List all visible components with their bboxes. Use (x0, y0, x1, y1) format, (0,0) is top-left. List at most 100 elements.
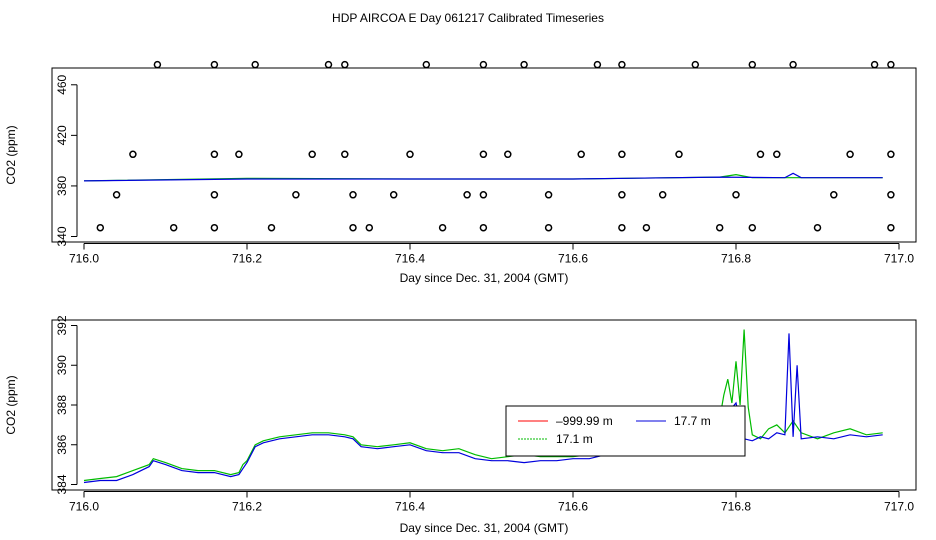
top-data-point (389, 191, 398, 199)
top-data-point (349, 191, 357, 199)
top-data-point (593, 60, 602, 69)
top-x-tick-label: 716.8 (721, 252, 751, 266)
top-data-point (577, 150, 585, 159)
top-data-point (96, 223, 105, 232)
bottom-x-tick-label: 717.0 (884, 500, 914, 514)
top-data-point (748, 60, 757, 69)
top-data-point (642, 223, 651, 232)
bottom-x-tick-label: 716.8 (721, 500, 751, 514)
top-data-point (544, 223, 553, 232)
bottom-x-tick-label: 716.2 (232, 500, 262, 514)
top-y-axis-label: CO2 (ppm) (4, 125, 18, 184)
bottom-x-tick-label: 716.6 (558, 500, 588, 514)
top-data-point (235, 150, 243, 159)
top-data-point (292, 191, 300, 199)
top-data-point (618, 150, 626, 159)
bottom-x-axis-label: Day since Dec. 31, 2004 (GMT) (400, 521, 569, 535)
top-data-point (887, 60, 895, 69)
top-data-point (210, 150, 219, 159)
top-data-point (479, 191, 488, 199)
top-data-point (870, 60, 879, 69)
top-data-point (210, 191, 219, 199)
top-data-point (210, 223, 219, 232)
top-y-tick-label: 380 (55, 176, 69, 196)
top-marks (83, 60, 895, 232)
bottom-series-line (83, 329, 883, 482)
top-data-point (422, 60, 431, 69)
top-data-point (308, 150, 316, 159)
bottom-y-tick-label: 388 (55, 395, 69, 415)
top-data-point (773, 150, 781, 159)
top-data-point (251, 60, 259, 69)
top-data-point (438, 223, 447, 232)
top-x-tick-label: 717.0 (884, 252, 914, 266)
top-data-point (830, 191, 838, 199)
top-data-point (732, 191, 740, 199)
top-x-tick-label: 716.6 (558, 252, 588, 266)
bottom-x-tick-label: 716.4 (395, 500, 425, 514)
top-data-point (169, 223, 178, 232)
top-data-point (349, 223, 357, 232)
bottom-y-tick-label: 386 (55, 434, 69, 454)
top-data-point (618, 223, 626, 232)
top-data-point (715, 223, 724, 232)
top-data-point (406, 150, 414, 159)
bottom-series-line (83, 333, 883, 484)
top-series-line (83, 172, 883, 182)
top-data-point (887, 150, 895, 159)
bottom-axes: 716.0 716.2 716.4 716.6 716.8 717.0 384 386 388 3… (55, 315, 914, 513)
top-data-point (341, 150, 349, 159)
top-y-tick-label: 420 (55, 125, 69, 145)
page-title: HDP AIRCOA E Day 061217 Calibrated Times… (332, 11, 604, 25)
top-data-point (129, 150, 137, 159)
top-data-point (479, 150, 488, 159)
top-data-point (365, 223, 374, 232)
top-data-point (479, 60, 488, 69)
bottom-y-tick-label: 390 (55, 355, 69, 375)
top-data-point (520, 60, 528, 69)
top-axes: 716.0 716.2 716.4 716.6 716.8 717.0 340 380 420 4… (55, 74, 914, 265)
top-data-point (813, 223, 822, 232)
top-data-point (618, 60, 626, 69)
top-panel: 716.0 716.2 716.4 716.6 716.8 717.0 340 380 420 4… (4, 60, 917, 285)
bottom-y-tick-label: 384 (55, 474, 69, 494)
top-data-point (658, 191, 667, 199)
top-x-tick-label: 716.4 (395, 252, 425, 266)
legend-label-green: 17.1 m (556, 432, 593, 446)
top-y-tick-label: 460 (55, 74, 69, 94)
top-data-point (341, 60, 349, 69)
legend-label-red: –999.99 m (556, 414, 613, 428)
top-data-point (267, 223, 276, 232)
top-x-tick-label: 716.2 (232, 252, 262, 266)
top-data-point (504, 150, 512, 159)
top-y-tick-label: 340 (55, 226, 69, 246)
top-data-point (618, 191, 626, 199)
bottom-marks (83, 329, 883, 484)
top-data-point (675, 150, 683, 159)
bottom-y-axis-label: CO2 (ppm) (4, 375, 18, 434)
top-x-axis-label: Day since Dec. 31, 2004 (GMT) (400, 271, 569, 285)
bottom-panel: 716.0 716.2 716.4 716.6 716.8 717.0 384 386 388 3… (4, 315, 917, 535)
top-data-point (153, 60, 162, 69)
top-data-point (887, 191, 895, 199)
bottom-plot-frame (51, 319, 917, 491)
top-data-point (324, 60, 333, 69)
top-data-point (691, 60, 700, 69)
bottom-y-tick-label: 392 (55, 315, 69, 335)
top-data-point (544, 191, 553, 199)
top-plot-frame (51, 67, 917, 243)
top-data-point (756, 150, 765, 159)
legend-box (505, 405, 746, 457)
bottom-x-tick-label: 716.0 (69, 500, 99, 514)
top-data-point (748, 223, 757, 232)
top-data-point (463, 191, 471, 199)
legend: –999.99 m 17.7 m 17.1 m (505, 405, 746, 457)
top-x-tick-label: 716.0 (69, 252, 99, 266)
legend-label-blue: 17.7 m (674, 414, 711, 428)
top-data-point (210, 60, 219, 69)
top-data-point (846, 150, 854, 159)
top-data-point (479, 223, 488, 232)
top-data-point (112, 191, 121, 199)
top-data-point (789, 60, 797, 69)
